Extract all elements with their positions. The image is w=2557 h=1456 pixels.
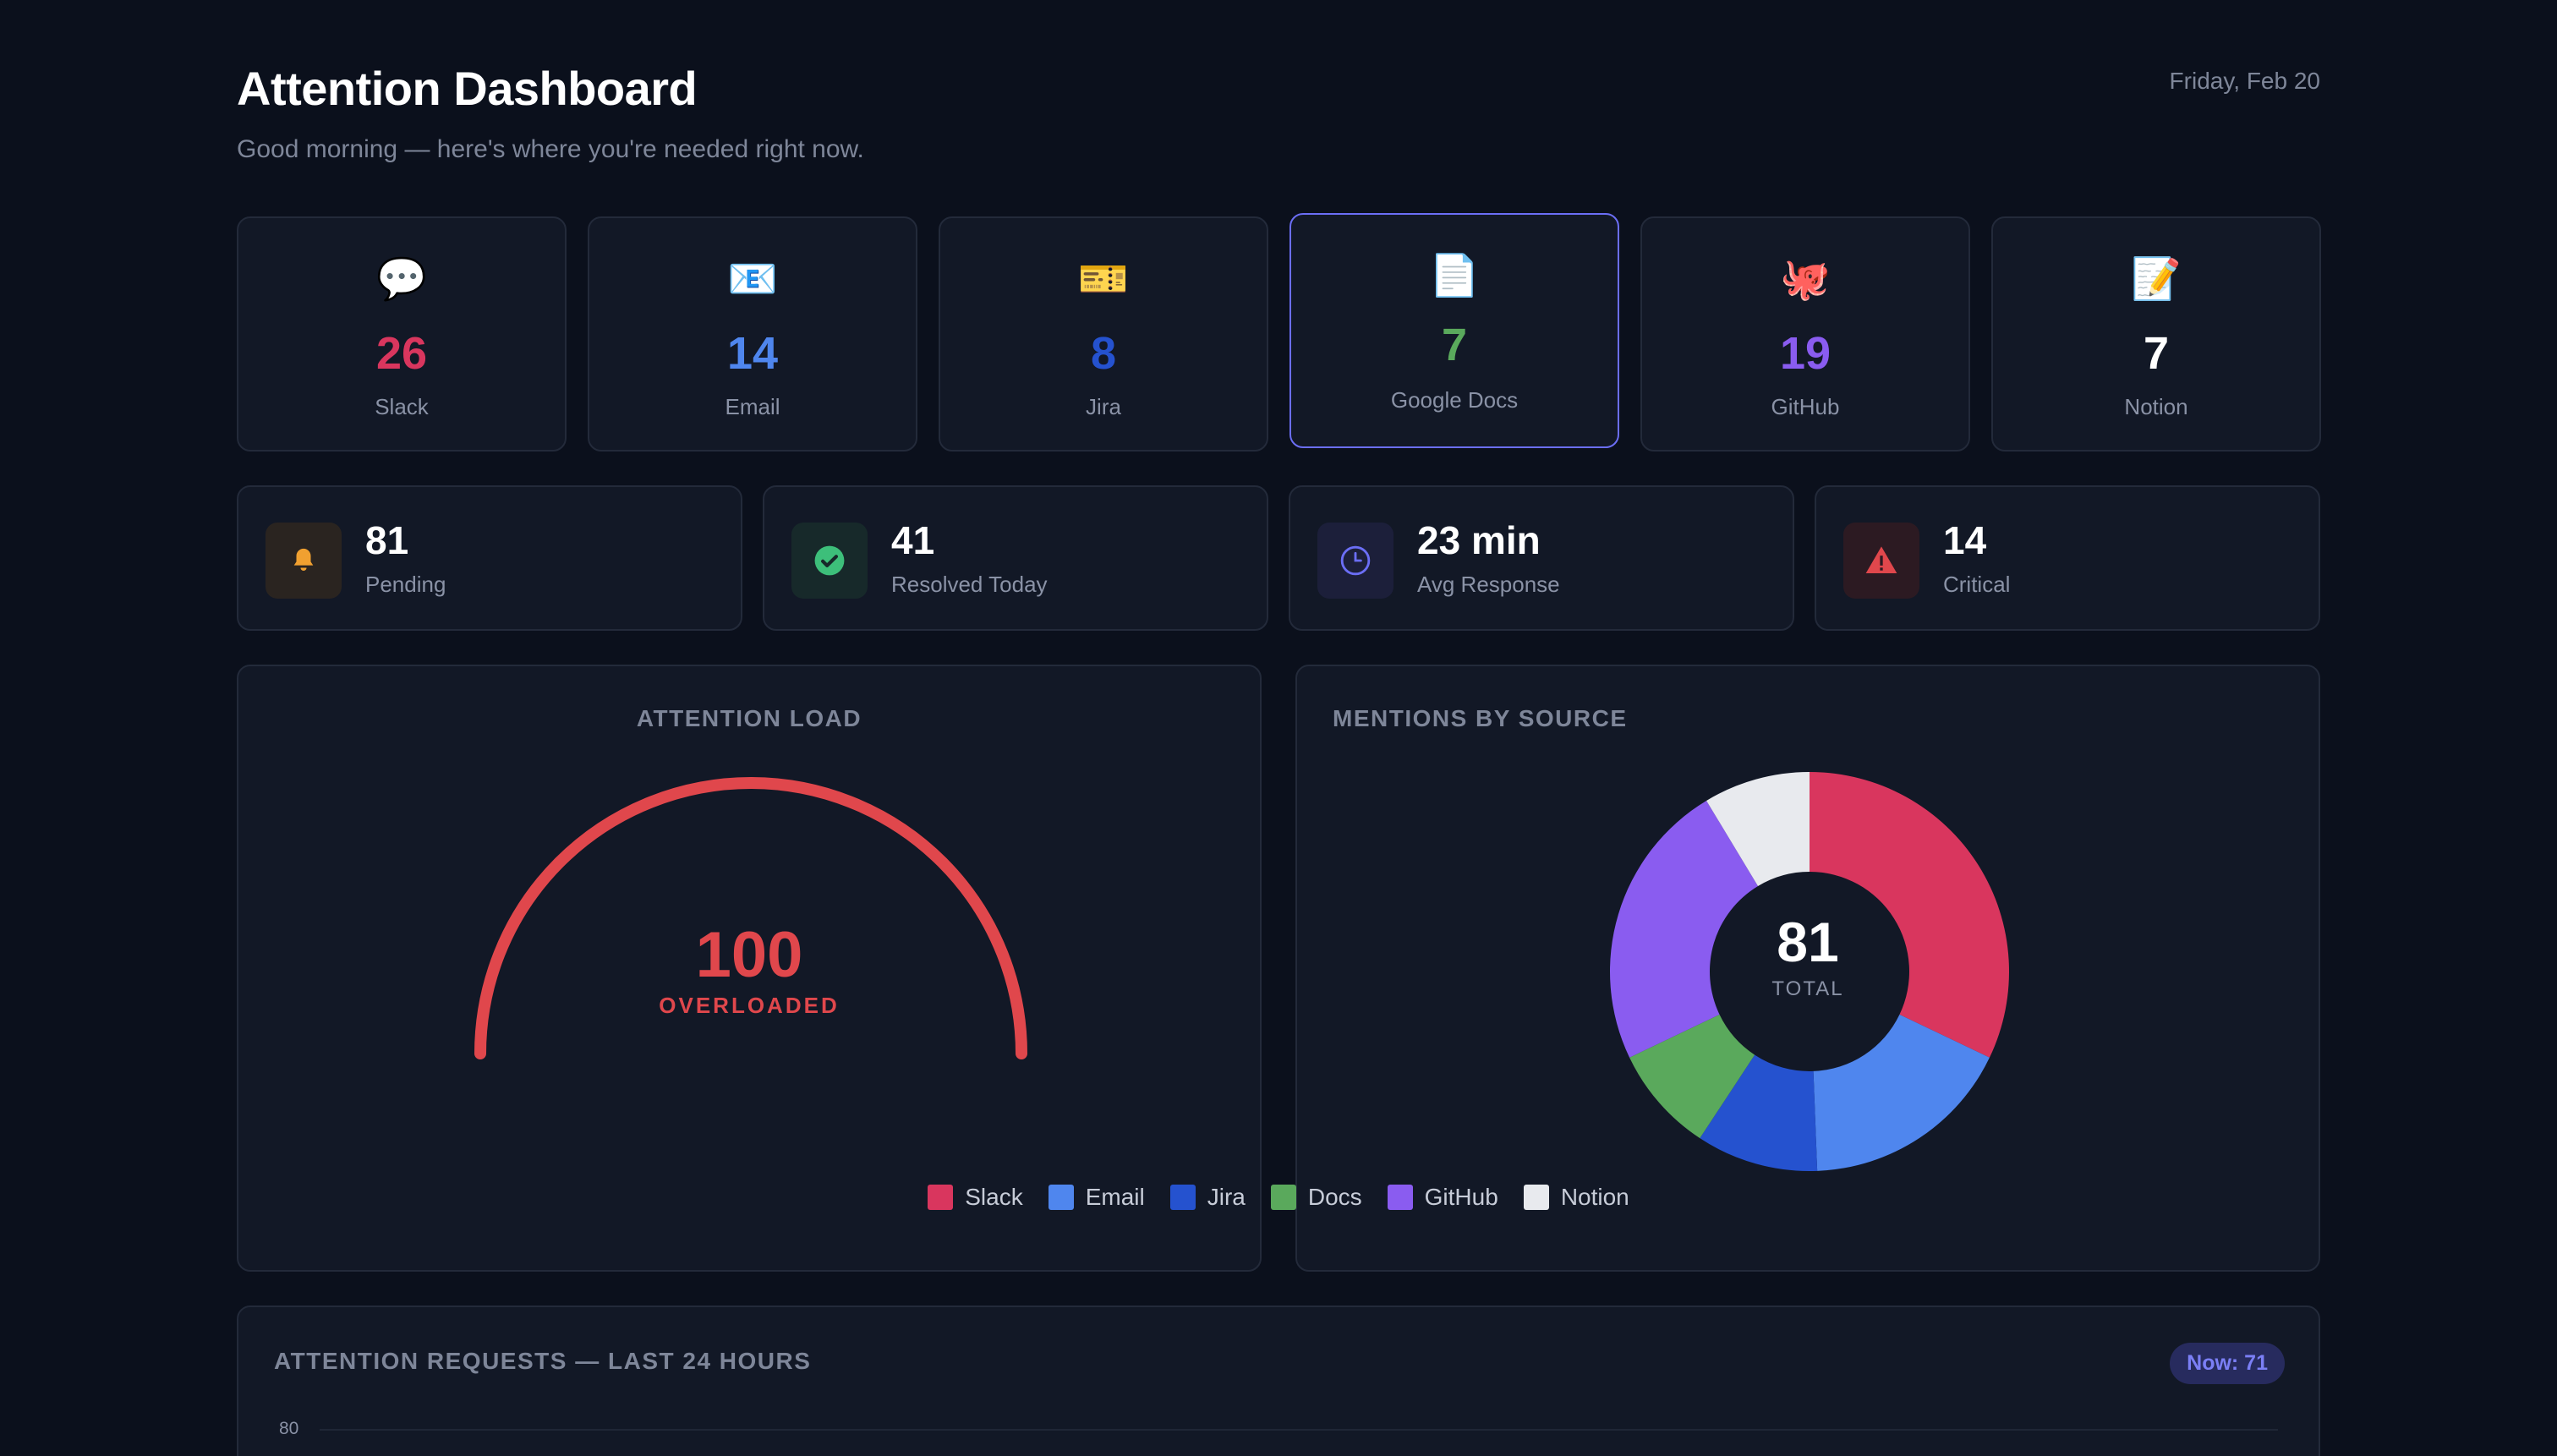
donut-slice-jira[interactable]	[1700, 1054, 1818, 1171]
mentions-panel: MENTIONS BY SOURCE 81 TOTAL	[1295, 665, 2320, 1272]
legend-label: Slack	[965, 1184, 1023, 1210]
legend-swatch	[1048, 1185, 1074, 1210]
donut-slice-docs[interactable]	[1629, 1014, 1755, 1139]
donut-total: 81	[1777, 911, 1839, 973]
legend-label: Jira	[1207, 1184, 1246, 1210]
source-count: 14	[726, 328, 779, 379]
speech-bubble-icon: 💬	[376, 255, 427, 303]
source-card-notion[interactable]: 📝 7 Notion	[1991, 216, 2321, 452]
page-subtitle: Good morning — here's where you're neede…	[237, 135, 864, 163]
source-count: 26	[375, 328, 428, 379]
stat-value: 23 min	[1417, 518, 1541, 562]
donut-chart	[1610, 772, 2009, 1171]
stat-value: 41	[891, 518, 935, 562]
now-badge: Now: 71	[2170, 1343, 2285, 1384]
source-label: Notion	[2124, 394, 2188, 419]
source-card-email[interactable]: 📧 14 Email	[588, 216, 917, 452]
source-card-slack[interactable]: 💬 26 Slack	[237, 216, 567, 452]
source-card-google-docs[interactable]: 📄 7 Google Docs	[1289, 213, 1619, 448]
donut-legend: Slack Email Jira Docs GitHub Notion	[0, 1184, 2557, 1211]
donut-slice-notion[interactable]	[1706, 772, 1810, 886]
stat-label: Pending	[365, 572, 446, 597]
warning-icon	[1843, 523, 1919, 599]
panel-title: ATTENTION REQUESTS — LAST 24 HOURS	[274, 1348, 812, 1374]
stat-card-critical: 14 Critical	[1815, 485, 2320, 631]
legend-label: Docs	[1307, 1184, 1362, 1210]
attention-load-panel: ATTENTION LOAD 100 OVERLOADED	[237, 665, 1262, 1272]
stat-label: Resolved Today	[891, 572, 1048, 597]
bell-icon	[266, 523, 342, 599]
donut-slice-slack[interactable]	[1810, 772, 2009, 1058]
load-gauge	[474, 777, 1027, 1059]
stat-label: Critical	[1943, 572, 2011, 597]
panel-title: ATTENTION LOAD	[636, 705, 862, 731]
legend-item: GitHub	[1387, 1184, 1498, 1211]
legend-item: Docs	[1270, 1184, 1362, 1211]
donut-slice-github[interactable]	[1610, 800, 1759, 1058]
donut-slice-email[interactable]	[1813, 1014, 1990, 1171]
source-card-github[interactable]: 🐙 19 GitHub	[1640, 216, 1970, 452]
legend-item: Jira	[1169, 1184, 1246, 1211]
source-label: GitHub	[1771, 394, 1840, 419]
octopus-icon: 🐙	[1780, 255, 1831, 303]
source-count: 8	[1090, 328, 1117, 379]
current-date: Friday, Feb 20	[2169, 68, 2320, 94]
load-status: OVERLOADED	[659, 993, 840, 1018]
clock-icon	[1317, 523, 1393, 599]
source-count: 7	[1441, 320, 1468, 370]
page-title: Attention Dashboard	[237, 62, 698, 115]
donut-total-label: TOTAL	[1771, 977, 1844, 1000]
source-card-jira[interactable]: 🎫 8 Jira	[939, 216, 1268, 452]
legend-item: Slack	[928, 1184, 1023, 1211]
gauge-arc	[474, 777, 1027, 1059]
legend-swatch	[1169, 1185, 1196, 1210]
stat-card-avg-response: 23 min Avg Response	[1289, 485, 1794, 631]
source-count: 7	[2143, 328, 2170, 379]
legend-label: Notion	[1560, 1184, 1629, 1210]
legend-item: Email	[1048, 1184, 1145, 1211]
stat-label: Avg Response	[1417, 572, 1560, 597]
panel-title: MENTIONS BY SOURCE	[1333, 705, 1628, 731]
check-circle-icon	[791, 523, 868, 599]
legend-swatch	[1270, 1185, 1296, 1210]
timeline-panel: ATTENTION REQUESTS — LAST 24 HOURS Now: …	[237, 1305, 2320, 1456]
legend-swatch	[1387, 1185, 1413, 1210]
stat-value: 81	[365, 518, 409, 562]
source-count: 19	[1779, 328, 1832, 379]
ticket-icon: 🎫	[1078, 255, 1129, 303]
legend-swatch	[1523, 1185, 1549, 1210]
legend-item: Notion	[1523, 1184, 1629, 1211]
email-icon: 📧	[727, 255, 778, 303]
source-label: Slack	[375, 394, 429, 419]
load-value: 100	[695, 919, 803, 991]
y-axis-tick: 80	[279, 1419, 299, 1438]
stat-value: 14	[1943, 518, 1987, 562]
stat-card-resolved: 41 Resolved Today	[763, 485, 1268, 631]
grid-line	[320, 1429, 2278, 1431]
legend-swatch	[928, 1185, 954, 1210]
source-label: Email	[725, 394, 780, 419]
legend-label: Email	[1085, 1184, 1145, 1210]
stat-card-pending: 81 Pending	[237, 485, 742, 631]
source-label: Google Docs	[1390, 387, 1519, 413]
legend-label: GitHub	[1424, 1184, 1498, 1210]
document-icon: 📄	[1429, 252, 1480, 299]
memo-icon: 📝	[2131, 255, 2182, 303]
source-label: Jira	[1086, 394, 1121, 419]
